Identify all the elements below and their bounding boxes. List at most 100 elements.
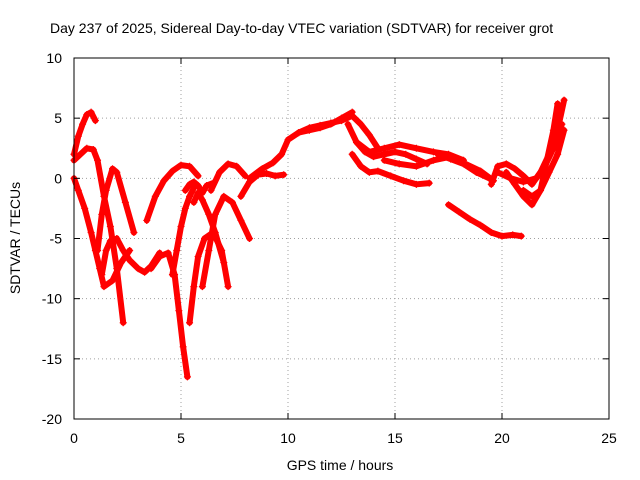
data-point-marker: [201, 235, 209, 242]
data-point-marker: [305, 124, 313, 132]
data-point-marker: [402, 150, 410, 158]
data-point-marker: [558, 120, 566, 128]
data-point-marker: [190, 198, 198, 206]
data-point-marker: [263, 170, 271, 178]
data-point-marker: [100, 283, 108, 291]
series-trace: [71, 109, 99, 158]
data-point-marker: [545, 168, 553, 176]
data-point-marker: [327, 119, 335, 127]
data-point-marker: [177, 222, 185, 230]
data-point-marker: [400, 177, 408, 185]
data-point-marker: [83, 144, 91, 152]
series-trace-5: [94, 165, 138, 255]
data-point-marker: [94, 156, 102, 164]
y-axis-title: SDTVAR / TECUs: [7, 182, 23, 294]
data-point-marker: [205, 210, 213, 218]
data-point-marker: [245, 174, 253, 182]
data-point-marker: [370, 153, 378, 161]
series-trace-21: [434, 150, 493, 182]
y-tick-label: -20: [42, 411, 62, 427]
data-point-marker: [181, 204, 189, 212]
data-point-marker: [175, 307, 183, 315]
data-point-marker: [412, 144, 420, 152]
data-point-marker: [507, 174, 515, 182]
data-point-marker: [106, 237, 114, 245]
data-point-marker: [412, 155, 420, 163]
data-point-marker: [365, 148, 373, 156]
x-tick-label: 15: [387, 430, 403, 446]
data-point-marker: [224, 283, 232, 291]
data-point-marker: [338, 117, 345, 125]
data-point-marker: [412, 162, 420, 170]
data-point-marker: [494, 162, 502, 170]
data-point-marker: [164, 249, 172, 257]
y-tick-label: -5: [50, 231, 63, 247]
data-point-marker: [269, 159, 277, 167]
x-tick-label: 0: [70, 430, 78, 446]
data-point-marker: [102, 186, 110, 194]
data-point-marker: [220, 192, 228, 200]
data-point-marker: [102, 247, 110, 255]
data-point-marker: [74, 132, 82, 140]
data-point-marker: [517, 232, 525, 240]
data-point-marker: [190, 178, 198, 186]
x-tick-label: 25: [601, 430, 617, 446]
data-point-marker: [554, 150, 562, 158]
data-point-marker: [89, 145, 97, 153]
data-point-marker: [560, 126, 568, 134]
data-point-marker: [348, 112, 356, 120]
data-point-marker: [113, 168, 121, 176]
data-point-marker: [271, 172, 279, 180]
data-point-marker: [216, 168, 224, 176]
data-point-marker: [445, 201, 452, 209]
data-point-marker: [186, 319, 194, 327]
data-point-marker: [519, 186, 527, 194]
data-point-marker: [434, 150, 442, 158]
data-point-marker: [466, 215, 474, 223]
data-point-marker: [237, 216, 245, 224]
data-point-marker: [494, 168, 502, 176]
data-point-marker: [430, 156, 438, 164]
data-point-marker: [380, 144, 388, 152]
data-point-marker: [143, 216, 151, 224]
series-trace: [71, 175, 133, 290]
data-point-marker: [237, 192, 245, 200]
data-point-marker: [502, 160, 510, 168]
data-point-marker: [374, 167, 382, 175]
data-point-marker: [380, 150, 388, 158]
data-point-marker: [186, 162, 194, 170]
data-point-marker: [156, 253, 164, 261]
data-point-marker: [126, 256, 134, 264]
data-point-marker: [194, 172, 202, 180]
data-point-marker: [87, 108, 95, 116]
data-point-marker: [211, 210, 219, 218]
data-point-marker: [168, 271, 176, 279]
series-trace: [190, 189, 227, 266]
data-point-marker: [228, 198, 236, 206]
data-point-marker: [160, 177, 168, 185]
data-point-marker: [554, 100, 562, 108]
data-point-marker: [106, 222, 114, 230]
data-point-marker: [151, 192, 159, 200]
chart-title: Day 237 of 2025, Sidereal Day-to-day VTE…: [50, 20, 553, 36]
series-trace: [503, 100, 561, 208]
series-trace-19: [348, 150, 433, 188]
data-point-marker: [233, 162, 241, 170]
series-trace: [349, 151, 433, 188]
x-tick-label: 5: [177, 430, 185, 446]
data-point-marker: [113, 235, 121, 242]
data-point-marker: [425, 179, 433, 187]
data-point-marker: [412, 180, 420, 188]
data-point-marker: [528, 201, 536, 209]
data-point-marker: [472, 168, 480, 176]
data-point-marker: [98, 210, 106, 218]
series-trace: [520, 127, 568, 200]
data-point-marker: [203, 182, 211, 190]
data-point-marker: [560, 96, 568, 104]
data-point-marker: [94, 247, 102, 255]
data-point-marker: [509, 231, 517, 239]
series-trace-16: [295, 112, 382, 152]
data-point-marker: [344, 120, 352, 128]
y-tick-label: -15: [42, 351, 62, 367]
